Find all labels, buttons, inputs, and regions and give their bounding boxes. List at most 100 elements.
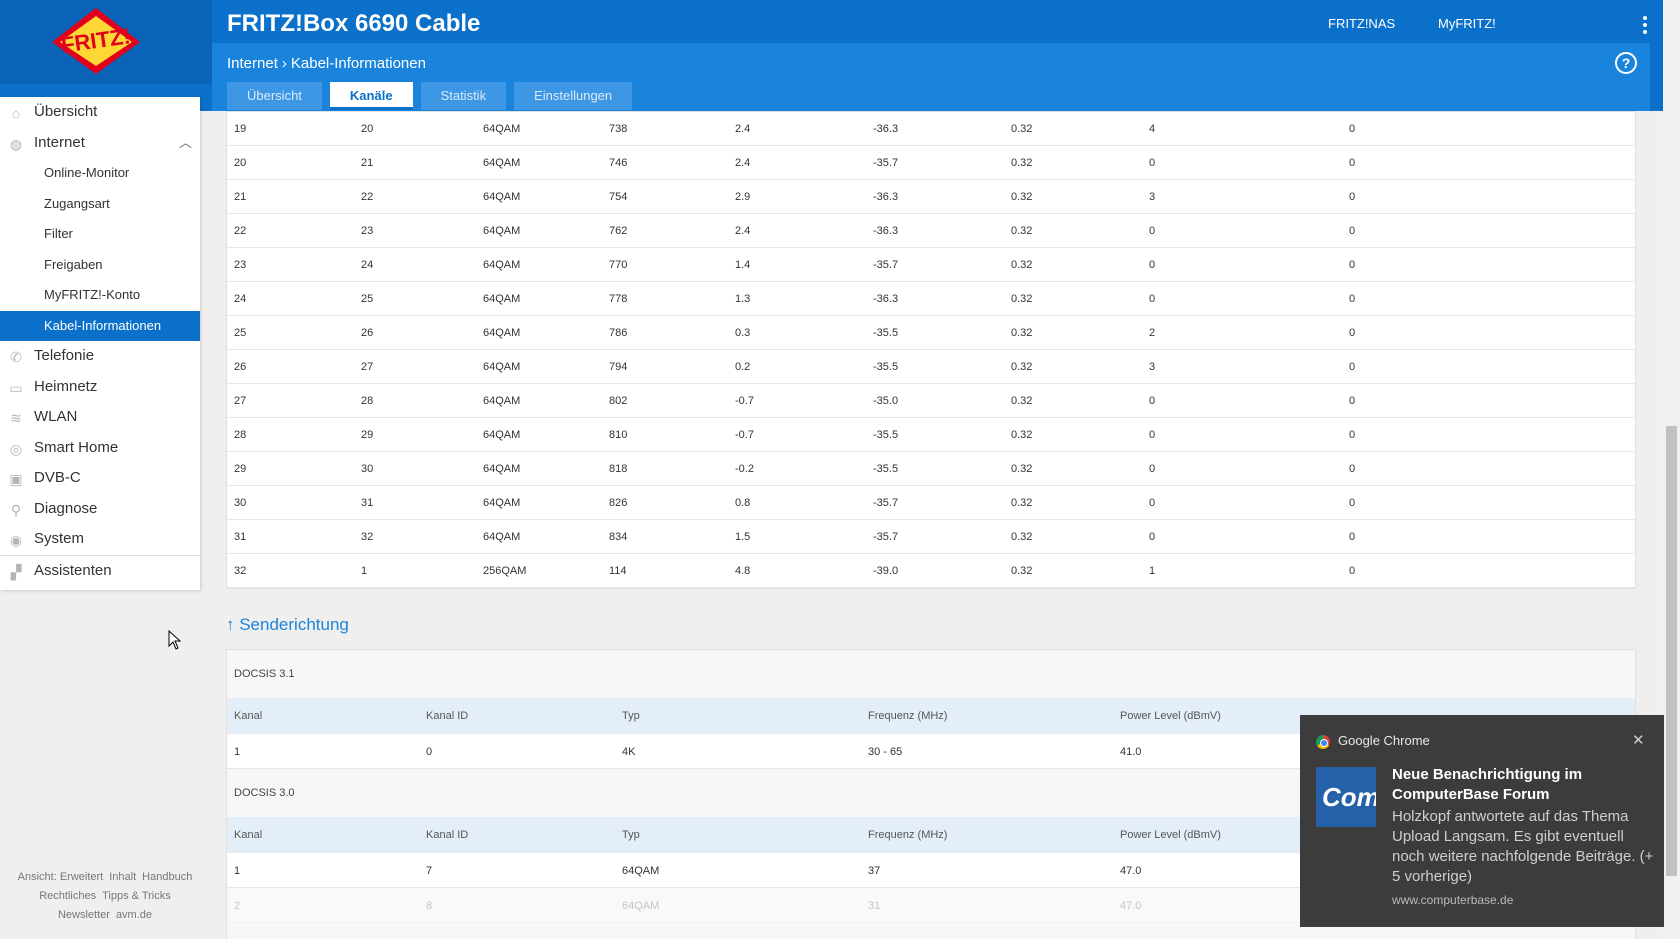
table-cell: -35.5 bbox=[873, 327, 899, 339]
sidebar-item-telefonie[interactable]: ✆ Telefonie bbox=[0, 341, 200, 372]
notification-app-name: Google Chrome bbox=[1338, 733, 1430, 748]
column-header: Frequenz (MHz) bbox=[868, 710, 948, 722]
table-cell: 0 bbox=[1349, 259, 1356, 271]
footer-ansicht-link[interactable]: Ansicht: Erweitert bbox=[17, 871, 104, 883]
table-cell: 794 bbox=[609, 361, 628, 373]
table-cell: 0.32 bbox=[1011, 123, 1033, 135]
footer-newsletter-link[interactable]: Newsletter bbox=[57, 909, 110, 921]
sidebar-subitem-online-monitor[interactable]: Online-Monitor bbox=[44, 165, 130, 180]
footer-rechtliches-link[interactable]: Rechtliches bbox=[39, 890, 97, 902]
table-cell: 0.32 bbox=[1011, 361, 1033, 373]
myfritz-link[interactable]: MyFRITZ! bbox=[1438, 16, 1496, 31]
close-icon[interactable]: ✕ bbox=[1632, 732, 1645, 749]
table-cell: 22 bbox=[361, 191, 374, 203]
table-cell: 810 bbox=[609, 429, 628, 441]
table-cell: 32 bbox=[361, 531, 374, 543]
page-scrollbar[interactable] bbox=[1663, 0, 1680, 939]
table-cell: 64QAM bbox=[483, 191, 521, 203]
table-cell: 23 bbox=[234, 259, 247, 271]
sidebar-subitem-myfritz-konto[interactable]: MyFRITZ!-Konto bbox=[44, 287, 141, 302]
table-cell: 0.8 bbox=[735, 497, 751, 509]
sidebar-item-heimnetz[interactable]: ▭ Heimnetz bbox=[0, 372, 200, 403]
sidebar-item-system[interactable]: ◉ System bbox=[0, 524, 200, 555]
table-cell: -35.7 bbox=[873, 497, 899, 509]
notification-site: www.computerbase.de bbox=[1392, 893, 1514, 907]
table-cell: 21 bbox=[234, 191, 247, 203]
smart-home-icon: ◎ bbox=[9, 440, 23, 457]
sidebar-item-label: Diagnose bbox=[34, 499, 98, 517]
table-cell: 256QAM bbox=[483, 565, 527, 577]
table-cell: 27 bbox=[234, 395, 247, 407]
tab-uebersicht[interactable]: Übersicht bbox=[227, 82, 322, 110]
tab-kanaele[interactable]: Kanäle bbox=[329, 82, 413, 110]
chevron-up-icon[interactable]: ︿ bbox=[178, 134, 192, 150]
help-icon[interactable]: ? bbox=[1615, 52, 1637, 74]
page-title: FRITZ!Box 6690 Cable bbox=[227, 10, 481, 37]
more-menu-icon[interactable] bbox=[1643, 16, 1647, 34]
table-cell: 2.4 bbox=[735, 225, 751, 237]
table-cell: 1.5 bbox=[735, 531, 751, 543]
footer-inhalt-link[interactable]: Inhalt bbox=[109, 871, 137, 883]
sidebar-item-uebersicht[interactable]: ⌂ Übersicht bbox=[0, 97, 200, 128]
tab-statistik[interactable]: Statistik bbox=[420, 82, 507, 110]
sidebar-item-dvb-c[interactable]: ▣ DVB-C bbox=[0, 463, 200, 494]
table-cell: 0.32 bbox=[1011, 191, 1033, 203]
sidebar-item-label: DVB-C bbox=[34, 469, 81, 486]
table-cell: 31 bbox=[361, 497, 374, 509]
notification-body: Holzkopf antwortete auf das Thema Upload… bbox=[1392, 808, 1654, 885]
table-cell: 8 bbox=[426, 900, 433, 912]
sidebar-item-internet[interactable]: ◍ Internet ︿ bbox=[0, 128, 200, 159]
scrollbar-thumb[interactable] bbox=[1666, 426, 1677, 876]
table-cell: 2 bbox=[1149, 327, 1156, 339]
table-cell: 3 bbox=[1149, 361, 1156, 373]
sidebar-item-wlan[interactable]: ≋ WLAN bbox=[0, 402, 200, 433]
table-row: 22 23 64QAM 762 2.4 -36.3 0.32 0 0 bbox=[227, 214, 1635, 248]
table-cell: -0.7 bbox=[735, 395, 754, 407]
table-cell: 64QAM bbox=[483, 531, 521, 543]
sidebar-item-label: Übersicht bbox=[34, 103, 98, 120]
table-cell: 64QAM bbox=[483, 293, 521, 305]
table-cell: 37 bbox=[868, 865, 881, 877]
sidebar-subitem-kabel-informationen[interactable]: Kabel-Informationen bbox=[0, 310, 200, 341]
sidebar-subitem-zugangsart[interactable]: Zugangsart bbox=[44, 195, 110, 211]
table-cell: 2 bbox=[234, 900, 241, 912]
table-cell: 30 bbox=[361, 463, 374, 475]
breadcrumb-internet[interactable]: Internet bbox=[227, 55, 278, 72]
footer-handbuch-link[interactable]: Handbuch bbox=[142, 871, 193, 883]
footer-avm-link[interactable]: avm.de bbox=[115, 909, 153, 921]
table-cell: 30 bbox=[234, 497, 247, 509]
sidebar-subitem-filter[interactable]: Filter bbox=[44, 226, 73, 241]
table-cell: 0 bbox=[1149, 463, 1156, 475]
table-cell: 0 bbox=[426, 746, 433, 758]
upstream-section-title[interactable]: ↑ Senderichtung bbox=[226, 615, 349, 634]
table-cell: 31 bbox=[234, 531, 247, 543]
sidebar-subitem-freigaben[interactable]: Freigaben bbox=[44, 256, 103, 272]
column-header: Power Level (dBmV) bbox=[1120, 829, 1221, 841]
table-cell: 0.2 bbox=[735, 361, 751, 373]
table-cell: 770 bbox=[609, 259, 628, 271]
table-cell: 1 bbox=[234, 865, 241, 877]
fritznas-link[interactable]: FRITZ!NAS bbox=[1328, 16, 1396, 31]
table-row: 24 25 64QAM 778 1.3 -36.3 0.32 0 0 bbox=[227, 282, 1635, 316]
table-cell: 3 bbox=[1149, 191, 1156, 203]
table-cell: 0.32 bbox=[1011, 293, 1033, 305]
table-cell: 29 bbox=[234, 463, 247, 475]
tab-einstellungen[interactable]: Einstellungen bbox=[514, 82, 633, 110]
table-cell: 0 bbox=[1149, 225, 1156, 237]
table-cell: 7 bbox=[426, 865, 433, 877]
table-cell: 47.0 bbox=[1120, 865, 1142, 877]
table-cell: 24 bbox=[361, 259, 374, 271]
sidebar-item-label: System bbox=[34, 530, 85, 547]
table-cell: 64QAM bbox=[622, 900, 660, 912]
sidebar-item-diagnose[interactable]: ⚲ Diagnose bbox=[0, 494, 200, 525]
sidebar-item-smart-home[interactable]: ◎ Smart Home bbox=[0, 433, 200, 464]
table-cell: 0 bbox=[1349, 157, 1356, 169]
table-cell: 1 bbox=[234, 746, 241, 758]
table-row: 20 21 64QAM 746 2.4 -35.7 0.32 0 0 bbox=[227, 146, 1635, 180]
fritz-logo[interactable]: FRITZ! bbox=[48, 6, 144, 76]
table-cell: 25 bbox=[234, 327, 247, 339]
table-cell: 0.32 bbox=[1011, 429, 1033, 441]
sidebar-item-assistenten[interactable]: ▞ Assistenten bbox=[0, 554, 200, 586]
chrome-notification[interactable]: Google Chrome ✕ Comp Neue Benachrichtigu… bbox=[1300, 715, 1664, 927]
footer-tipps-link[interactable]: Tipps & Tricks bbox=[102, 890, 171, 902]
